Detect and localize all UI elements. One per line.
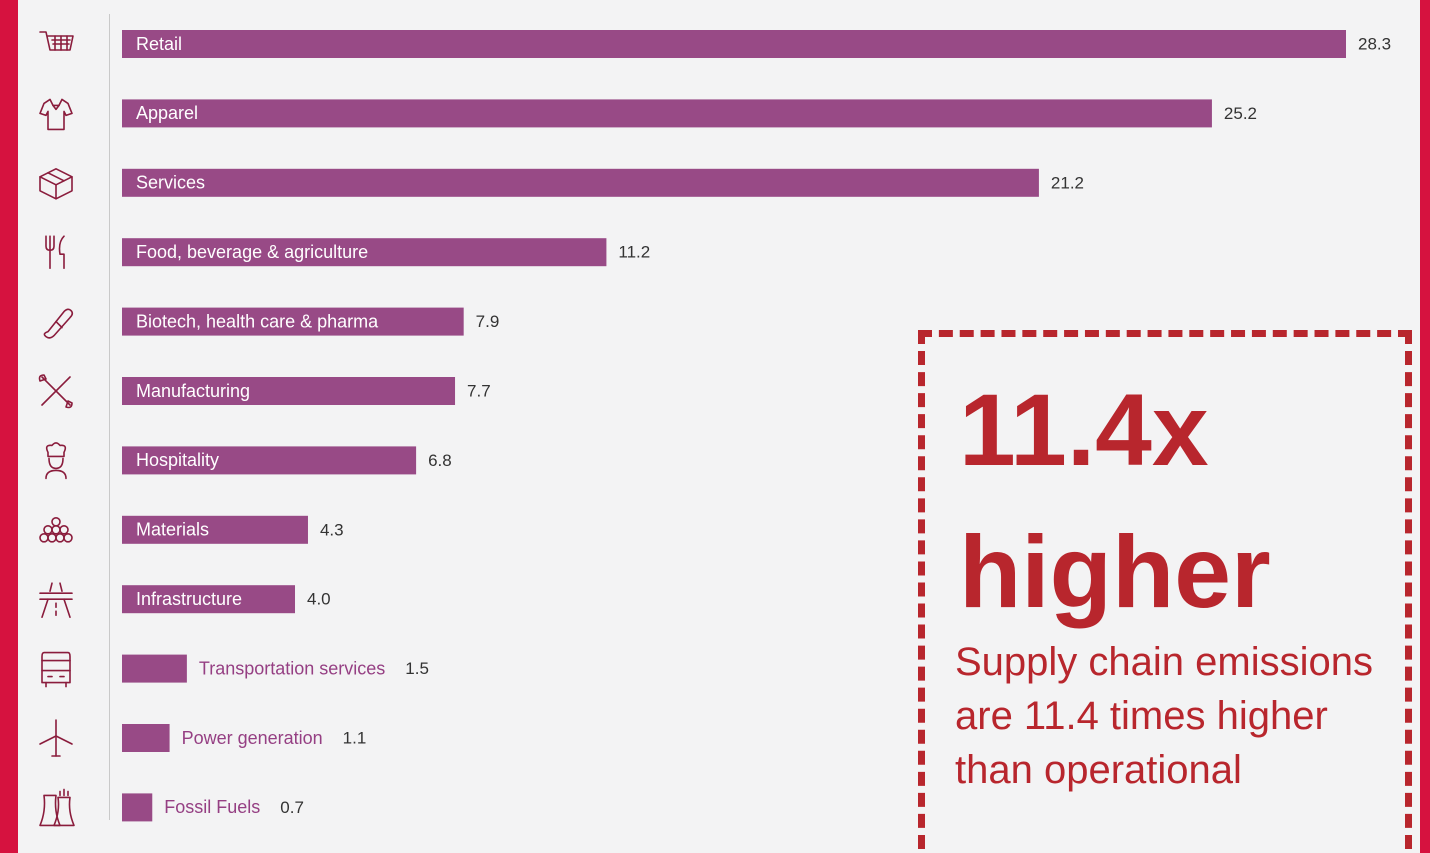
chart-frame: Retail 28.3 Apparel 25.2 Services 21.2 Food, b… <box>18 0 1420 853</box>
bar-category-label: Transportation services <box>199 658 385 678</box>
shirt-icon <box>39 98 73 131</box>
callout-text: Supply chain emissions are 11.4 times hi… <box>955 640 1373 792</box>
bar-value-label: 28.3 <box>1358 34 1391 53</box>
bar-row: Transportation services 1.5 <box>41 651 429 688</box>
bar-category-label: Infrastructure <box>136 589 242 609</box>
bar <box>122 585 296 614</box>
bar-category-label: Hospitality <box>136 450 219 470</box>
bar <box>122 238 607 267</box>
bar <box>122 307 464 336</box>
bar-row: Biotech, health care & pharma 7.9 <box>43 307 500 339</box>
bar-category-label: Manufacturing <box>136 381 250 401</box>
bar-row: Retail 28.3 <box>39 30 1391 58</box>
bar-category-label: Apparel <box>136 103 198 123</box>
chef-icon <box>45 442 67 480</box>
open-box-icon <box>39 168 73 200</box>
bar <box>122 724 170 752</box>
bar-value-label: 11.2 <box>618 243 650 262</box>
bar-category-label: Fossil Fuels <box>164 797 260 817</box>
bar-value-label: 4.0 <box>307 590 331 609</box>
bar-row: Apparel 25.2 <box>39 98 1257 131</box>
bar-value-label: 21.2 <box>1051 173 1084 192</box>
bar-row: Services 21.2 <box>39 168 1084 200</box>
bar-category-label: Retail <box>136 34 182 54</box>
bar-row: Power generation 1.1 <box>39 719 367 757</box>
bar <box>122 515 308 544</box>
bar <box>122 793 153 822</box>
bar-row: Hospitality 6.8 <box>45 442 452 480</box>
wrench-screwdriver-icon <box>38 374 73 409</box>
bar-value-label: 1.5 <box>405 659 429 678</box>
bar <box>122 30 1346 58</box>
bar <box>122 654 187 683</box>
bar-value-label: 7.9 <box>476 312 500 331</box>
stacked-pipes-icon <box>39 516 73 543</box>
road-icon <box>39 582 73 619</box>
bar-category-label: Biotech, health care & pharma <box>136 311 379 331</box>
callout-box: 11.4x higher Supply chain emissions are … <box>918 330 1412 853</box>
bar-value-label: 6.8 <box>428 451 452 470</box>
bar <box>122 168 1039 197</box>
bar-value-label: 25.2 <box>1224 104 1257 123</box>
bar-value-label: 0.7 <box>280 798 304 817</box>
bar-row: Infrastructure 4.0 <box>39 582 331 619</box>
bar <box>122 99 1212 128</box>
bar <box>122 446 417 475</box>
bar-category-label: Food, beverage & agriculture <box>136 242 368 262</box>
callout-headline: 11.4x higher <box>959 373 1271 629</box>
bus-icon <box>41 651 71 688</box>
bar-value-label: 7.7 <box>467 381 491 400</box>
bar <box>122 377 456 405</box>
category-axis-line <box>109 14 110 820</box>
cooling-tower-icon <box>39 788 75 827</box>
bar-category-label: Materials <box>136 520 209 540</box>
bar-row: Manufacturing 7.7 <box>38 374 491 409</box>
fork-knife-icon <box>45 235 65 269</box>
bar-chart: Retail 28.3 Apparel 25.2 Services 21.2 Food, b… <box>38 30 1391 827</box>
bar-row: Materials 4.3 <box>39 515 344 544</box>
bar-category-label: Power generation <box>182 728 323 748</box>
bar-value-label: 4.3 <box>320 520 344 539</box>
bar-row: Food, beverage & agriculture 11.2 <box>45 235 650 269</box>
bar-row: Fossil Fuels 0.7 <box>39 788 304 827</box>
shopping-cart-icon <box>39 31 74 51</box>
bar-value-label: 1.1 <box>343 728 367 747</box>
wind-turbine-icon <box>39 719 73 757</box>
bar-category-label: Services <box>136 173 205 193</box>
pill-icon <box>43 308 74 339</box>
